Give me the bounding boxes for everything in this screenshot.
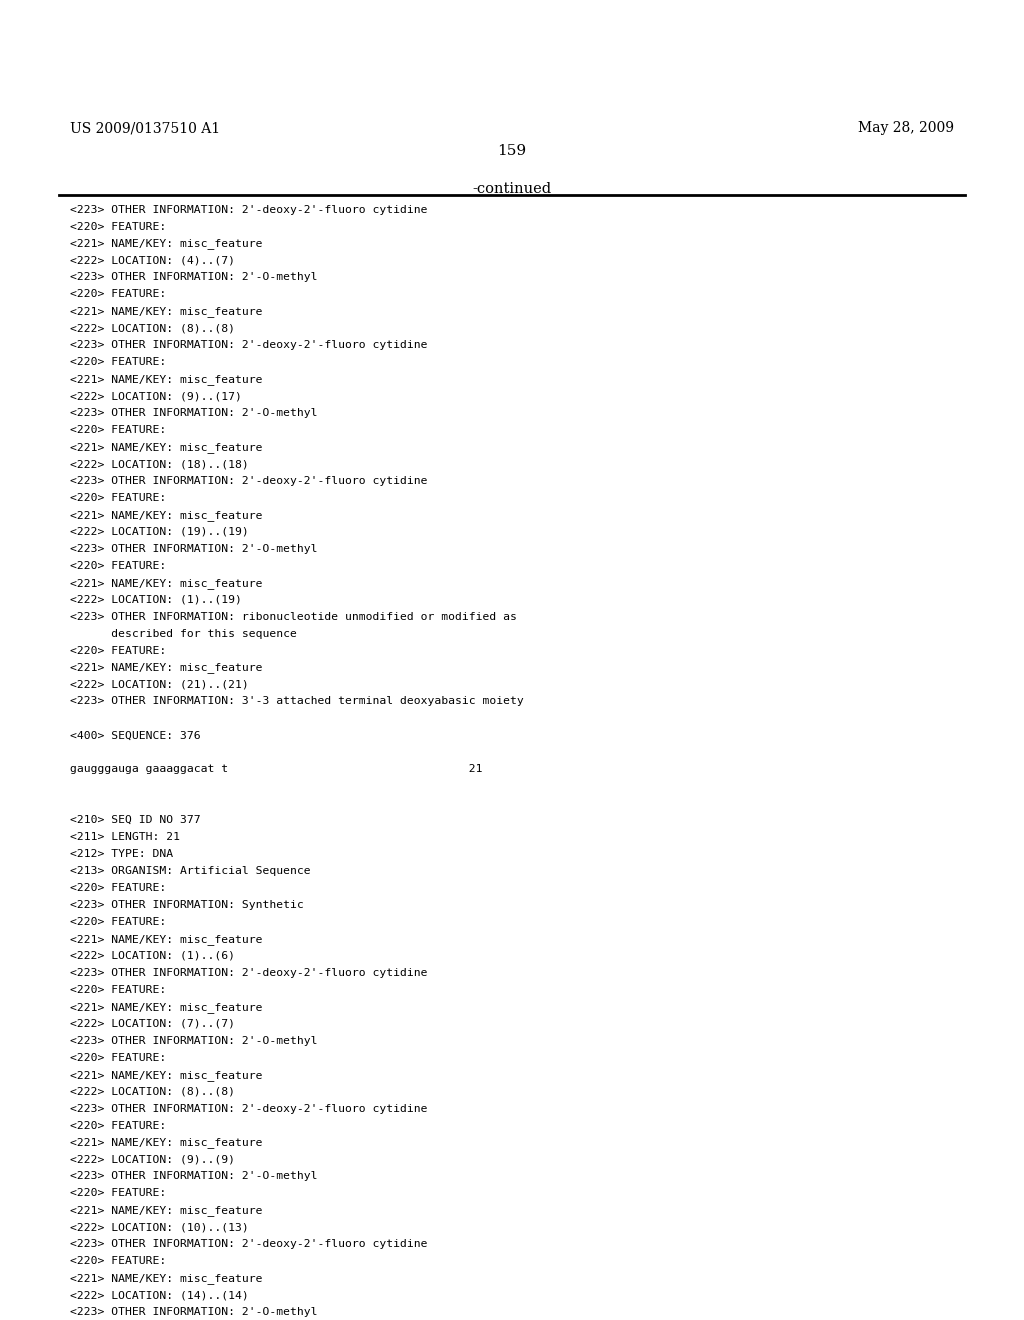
Text: described for this sequence: described for this sequence <box>70 628 297 639</box>
Text: 159: 159 <box>498 144 526 158</box>
Text: <223> OTHER INFORMATION: 2'-O-methyl: <223> OTHER INFORMATION: 2'-O-methyl <box>70 1171 317 1181</box>
Text: <223> OTHER INFORMATION: 2'-O-methyl: <223> OTHER INFORMATION: 2'-O-methyl <box>70 1036 317 1045</box>
Text: <222> LOCATION: (10)..(13): <222> LOCATION: (10)..(13) <box>70 1222 249 1233</box>
Text: <220> FEATURE:: <220> FEATURE: <box>70 917 166 927</box>
Text: <222> LOCATION: (21)..(21): <222> LOCATION: (21)..(21) <box>70 680 249 689</box>
Text: <223> OTHER INFORMATION: 2'-deoxy-2'-fluoro cytidine: <223> OTHER INFORMATION: 2'-deoxy-2'-flu… <box>70 205 427 215</box>
Text: <223> OTHER INFORMATION: 2'-O-methyl: <223> OTHER INFORMATION: 2'-O-methyl <box>70 272 317 282</box>
Text: <221> NAME/KEY: misc_feature: <221> NAME/KEY: misc_feature <box>70 578 262 589</box>
Text: <221> NAME/KEY: misc_feature: <221> NAME/KEY: misc_feature <box>70 1069 262 1081</box>
Text: gaugggauga gaaaggacat t                                   21: gaugggauga gaaaggacat t 21 <box>70 764 482 775</box>
Text: <220> FEATURE:: <220> FEATURE: <box>70 645 166 656</box>
Text: <220> FEATURE:: <220> FEATURE: <box>70 985 166 995</box>
Text: <221> NAME/KEY: misc_feature: <221> NAME/KEY: misc_feature <box>70 239 262 249</box>
Text: <223> OTHER INFORMATION: 2'-O-methyl: <223> OTHER INFORMATION: 2'-O-methyl <box>70 408 317 418</box>
Text: <223> OTHER INFORMATION: 2'-deoxy-2'-fluoro cytidine: <223> OTHER INFORMATION: 2'-deoxy-2'-flu… <box>70 968 427 978</box>
Text: <221> NAME/KEY: misc_feature: <221> NAME/KEY: misc_feature <box>70 306 262 317</box>
Text: <223> OTHER INFORMATION: 2'-O-methyl: <223> OTHER INFORMATION: 2'-O-methyl <box>70 1307 317 1317</box>
Text: <221> NAME/KEY: misc_feature: <221> NAME/KEY: misc_feature <box>70 935 262 945</box>
Text: <222> LOCATION: (9)..(17): <222> LOCATION: (9)..(17) <box>70 391 242 401</box>
Text: <220> FEATURE:: <220> FEATURE: <box>70 1121 166 1130</box>
Text: <222> LOCATION: (8)..(8): <222> LOCATION: (8)..(8) <box>70 1086 234 1097</box>
Text: <212> TYPE: DNA: <212> TYPE: DNA <box>70 849 173 859</box>
Text: <221> NAME/KEY: misc_feature: <221> NAME/KEY: misc_feature <box>70 375 262 385</box>
Text: <220> FEATURE:: <220> FEATURE: <box>70 222 166 231</box>
Text: <220> FEATURE:: <220> FEATURE: <box>70 1257 166 1266</box>
Text: May 28, 2009: May 28, 2009 <box>858 121 954 136</box>
Text: <400> SEQUENCE: 376: <400> SEQUENCE: 376 <box>70 730 201 741</box>
Text: <210> SEQ ID NO 377: <210> SEQ ID NO 377 <box>70 816 201 825</box>
Text: <220> FEATURE:: <220> FEATURE: <box>70 289 166 300</box>
Text: <220> FEATURE:: <220> FEATURE: <box>70 358 166 367</box>
Text: <213> ORGANISM: Artificial Sequence: <213> ORGANISM: Artificial Sequence <box>70 866 310 876</box>
Text: <223> OTHER INFORMATION: 2'-deoxy-2'-fluoro cytidine: <223> OTHER INFORMATION: 2'-deoxy-2'-flu… <box>70 1104 427 1114</box>
Text: <221> NAME/KEY: misc_feature: <221> NAME/KEY: misc_feature <box>70 510 262 521</box>
Text: <223> OTHER INFORMATION: 2'-deoxy-2'-fluoro cytidine: <223> OTHER INFORMATION: 2'-deoxy-2'-flu… <box>70 1239 427 1249</box>
Text: <223> OTHER INFORMATION: ribonucleotide unmodified or modified as: <223> OTHER INFORMATION: ribonucleotide … <box>70 611 516 622</box>
Text: <221> NAME/KEY: misc_feature: <221> NAME/KEY: misc_feature <box>70 1274 262 1284</box>
Text: <222> LOCATION: (8)..(8): <222> LOCATION: (8)..(8) <box>70 323 234 334</box>
Text: <223> OTHER INFORMATION: 2'-deoxy-2'-fluoro cytidine: <223> OTHER INFORMATION: 2'-deoxy-2'-flu… <box>70 477 427 486</box>
Text: <223> OTHER INFORMATION: 2'-deoxy-2'-fluoro cytidine: <223> OTHER INFORMATION: 2'-deoxy-2'-flu… <box>70 341 427 350</box>
Text: <222> LOCATION: (9)..(9): <222> LOCATION: (9)..(9) <box>70 1155 234 1164</box>
Text: <220> FEATURE:: <220> FEATURE: <box>70 883 166 894</box>
Text: <221> NAME/KEY: misc_feature: <221> NAME/KEY: misc_feature <box>70 442 262 453</box>
Text: <222> LOCATION: (1)..(19): <222> LOCATION: (1)..(19) <box>70 595 242 605</box>
Text: <220> FEATURE:: <220> FEATURE: <box>70 1053 166 1063</box>
Text: <221> NAME/KEY: misc_feature: <221> NAME/KEY: misc_feature <box>70 1205 262 1216</box>
Text: <222> LOCATION: (7)..(7): <222> LOCATION: (7)..(7) <box>70 1019 234 1028</box>
Text: <223> OTHER INFORMATION: Synthetic: <223> OTHER INFORMATION: Synthetic <box>70 900 303 909</box>
Text: <223> OTHER INFORMATION: 2'-O-methyl: <223> OTHER INFORMATION: 2'-O-methyl <box>70 544 317 554</box>
Text: <221> NAME/KEY: misc_feature: <221> NAME/KEY: misc_feature <box>70 663 262 673</box>
Text: <223> OTHER INFORMATION: 3'-3 attached terminal deoxyabasic moiety: <223> OTHER INFORMATION: 3'-3 attached t… <box>70 697 523 706</box>
Text: <222> LOCATION: (18)..(18): <222> LOCATION: (18)..(18) <box>70 459 249 469</box>
Text: <222> LOCATION: (14)..(14): <222> LOCATION: (14)..(14) <box>70 1290 249 1300</box>
Text: <211> LENGTH: 21: <211> LENGTH: 21 <box>70 832 179 842</box>
Text: -continued: -continued <box>472 182 552 197</box>
Text: <220> FEATURE:: <220> FEATURE: <box>70 561 166 570</box>
Text: <220> FEATURE:: <220> FEATURE: <box>70 1188 166 1199</box>
Text: US 2009/0137510 A1: US 2009/0137510 A1 <box>70 121 220 136</box>
Text: <221> NAME/KEY: misc_feature: <221> NAME/KEY: misc_feature <box>70 1002 262 1012</box>
Text: <222> LOCATION: (19)..(19): <222> LOCATION: (19)..(19) <box>70 527 249 537</box>
Text: <220> FEATURE:: <220> FEATURE: <box>70 492 166 503</box>
Text: <220> FEATURE:: <220> FEATURE: <box>70 425 166 436</box>
Text: <222> LOCATION: (4)..(7): <222> LOCATION: (4)..(7) <box>70 256 234 265</box>
Text: <221> NAME/KEY: misc_feature: <221> NAME/KEY: misc_feature <box>70 1138 262 1148</box>
Text: <222> LOCATION: (1)..(6): <222> LOCATION: (1)..(6) <box>70 950 234 961</box>
